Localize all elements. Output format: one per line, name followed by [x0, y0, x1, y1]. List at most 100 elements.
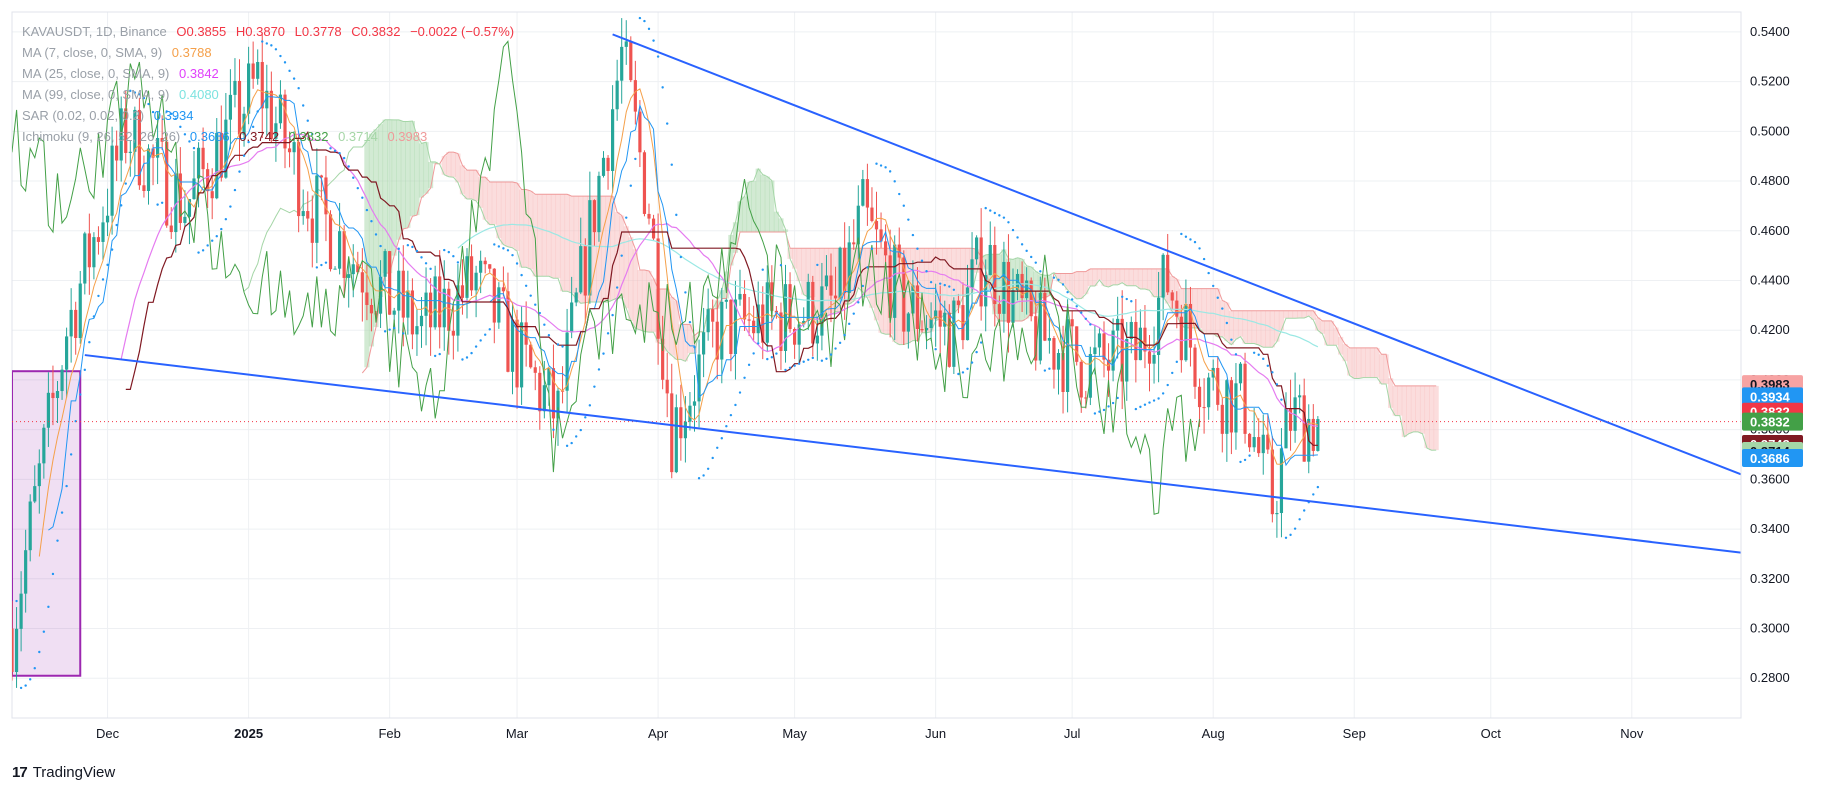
lower-trendline — [84, 354, 1741, 554]
candle-body — [920, 328, 924, 331]
sar-dot — [866, 266, 869, 269]
candle-body — [338, 231, 342, 269]
candle-body — [133, 109, 137, 152]
kumo-segment — [1142, 268, 1148, 290]
kumo-segment — [482, 177, 488, 220]
candle-body — [324, 177, 328, 215]
sar-dot — [884, 166, 887, 169]
upper-trendline — [612, 33, 1741, 476]
candle-body — [306, 211, 310, 219]
ma7-legend[interactable]: MA (7, close, 0, SMA, 9) 0.3788 — [22, 42, 520, 63]
price-tick-label: 0.4400 — [1750, 272, 1790, 287]
sar-dot — [1293, 527, 1297, 530]
sar-dot — [365, 208, 369, 212]
time-axis: Dec 2025 Feb Mar Apr May Jun Jul Aug Sep Oct Nov — [12, 717, 1741, 741]
candle-body — [356, 264, 360, 273]
sar-dot — [1216, 296, 1219, 299]
sar-dot — [506, 249, 510, 252]
candle-body — [888, 255, 892, 318]
candle-body — [251, 63, 255, 79]
sar-dot — [452, 255, 455, 258]
candle-body — [788, 284, 792, 329]
candle-body — [542, 385, 546, 412]
plot-area — [12, 16, 1741, 690]
ma25-legend[interactable]: MA (25, close, 0, SMA, 9) 0.3842 — [22, 63, 520, 84]
kumo-segment — [487, 181, 493, 225]
candle-body — [233, 80, 237, 95]
sar-dot — [297, 87, 300, 90]
tradingview-logo-icon: 17 — [12, 764, 28, 781]
candle-body — [265, 90, 269, 109]
candle-body — [815, 335, 819, 344]
sar-dot — [502, 247, 505, 250]
sar-dot — [1048, 367, 1051, 370]
sar-dot — [893, 180, 896, 183]
kumo-segment — [500, 181, 506, 245]
ma99-legend[interactable]: MA (99, close, 0, SMA, 9) 0.4080 — [22, 84, 520, 105]
candle-body — [174, 173, 178, 233]
sar-dot — [443, 248, 446, 252]
candle-body — [733, 299, 738, 355]
candle-body — [1166, 254, 1170, 293]
kumo-segment — [673, 300, 679, 360]
kumo-segment — [473, 170, 479, 201]
candle-body — [629, 41, 633, 81]
candles — [12, 18, 1320, 688]
sar-dot — [807, 358, 810, 362]
ma7-value: 0.3788 — [171, 45, 212, 60]
ichimoku-conversion-line — [48, 96, 1318, 531]
candle-body — [260, 62, 264, 109]
sar-dot — [1002, 216, 1006, 219]
sar-dot — [952, 288, 956, 291]
candle-body — [1002, 261, 1006, 314]
kumo-segment — [878, 248, 884, 333]
candle-body — [1038, 292, 1042, 361]
tradingview-branding[interactable]: 17 TradingView — [12, 764, 115, 781]
sar-dot — [1171, 371, 1174, 375]
candle-body — [574, 292, 578, 303]
sar-dot — [1243, 458, 1247, 462]
sar-dot — [288, 69, 291, 73]
sar-dot — [242, 154, 246, 157]
kumo-segment — [400, 121, 406, 229]
candle-body — [301, 211, 305, 217]
time-tick-label: Jul — [1064, 726, 1081, 741]
candle-body — [674, 407, 678, 473]
kumo-segment — [628, 237, 634, 321]
ichimoku-legend[interactable]: Ichimoku (9, 26, 52, 26, 26) 0.3686 0.37… — [22, 126, 520, 147]
sar-dot — [575, 435, 578, 438]
kumo-segment — [792, 248, 798, 269]
kumo-segment — [1369, 347, 1376, 378]
sar-dot — [679, 255, 683, 259]
kumo-segment — [555, 194, 561, 279]
kumo-segment — [1378, 354, 1385, 385]
sar-dot — [939, 282, 942, 285]
sar-dot — [975, 350, 978, 354]
candle-body — [606, 157, 610, 171]
candle-body — [1257, 437, 1261, 454]
sar-dot — [238, 170, 241, 173]
sar-dot — [838, 341, 842, 345]
sar-dot — [989, 209, 992, 212]
sar-dot — [561, 345, 564, 348]
candle-body — [1302, 395, 1306, 462]
candle-body — [1020, 273, 1024, 299]
sar-dot — [1266, 364, 1270, 367]
change-value: −0.0022 (−0.57%) — [410, 24, 515, 39]
candle-body — [1170, 292, 1174, 301]
sar-dot — [42, 630, 46, 633]
sar-dot — [902, 204, 905, 207]
kumo-segment — [1055, 273, 1062, 282]
sar-dot — [770, 356, 774, 359]
symbol-name[interactable]: KAVAUSDT, 1D, Binance — [22, 24, 167, 39]
candle-body — [556, 390, 560, 419]
candle-body — [1152, 354, 1156, 364]
candle-body — [1075, 326, 1079, 362]
candle-body — [1298, 395, 1302, 398]
sar-dot — [1298, 518, 1301, 521]
sar-legend[interactable]: SAR (0.02, 0.02, 0.2) 0.3934 — [22, 105, 520, 126]
candle-body — [711, 309, 715, 322]
kumo-segment — [423, 142, 429, 194]
